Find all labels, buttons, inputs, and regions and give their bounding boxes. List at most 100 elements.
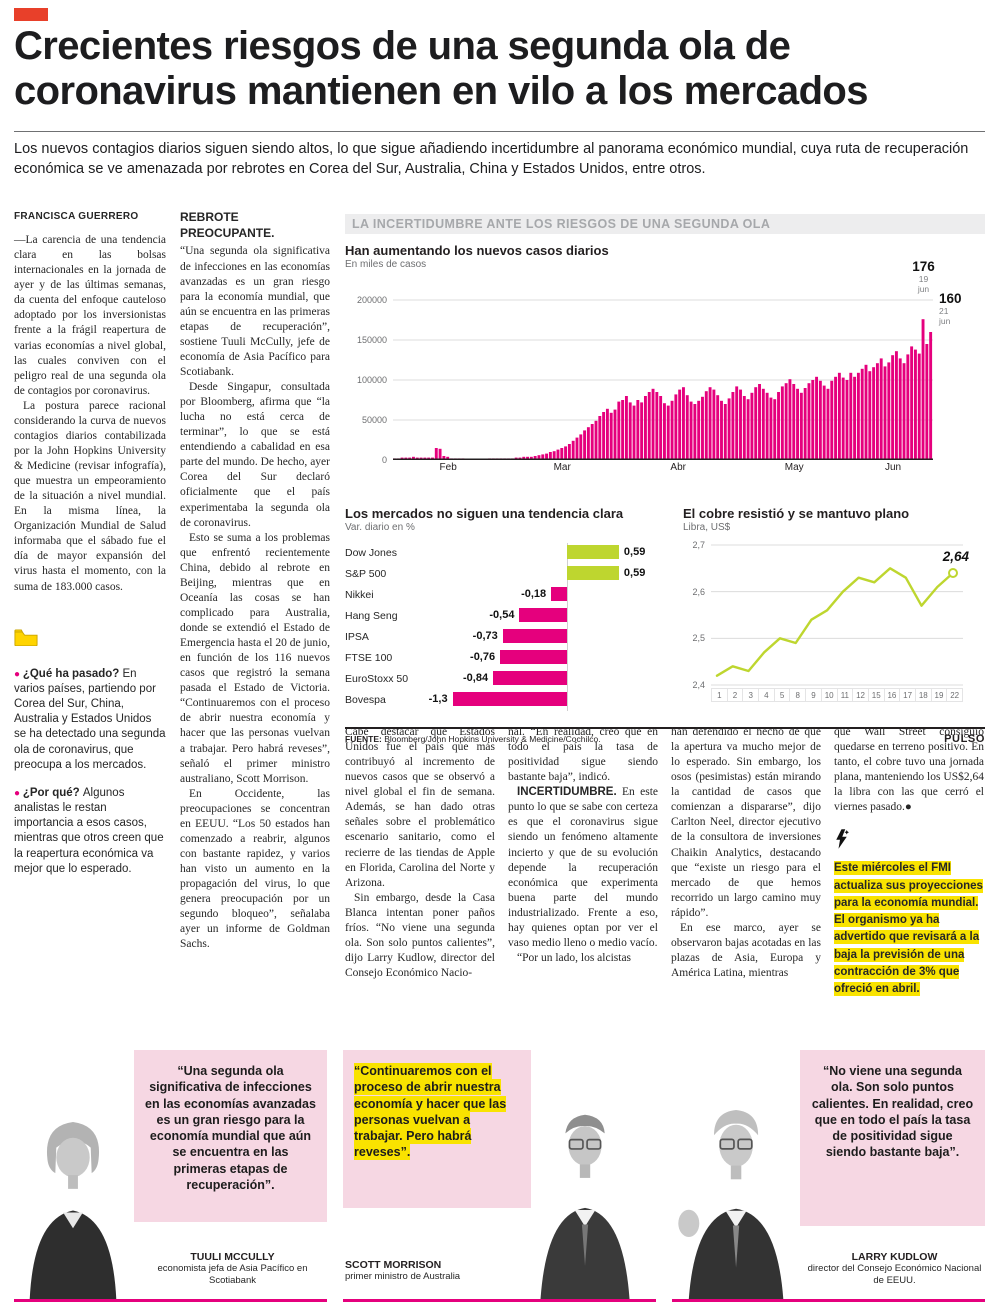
bar: [575, 437, 579, 460]
article-column-4: nal. “En realidad, creo que en todo el p…: [508, 725, 658, 998]
article-column-2: REBROTE PREOCUPANTE. “Una segunda ola si…: [180, 210, 330, 952]
bar: [727, 398, 731, 460]
source-note: FUENTE: Bloomberg/John Hopkins Universit…: [345, 734, 601, 744]
last-point-marker: [948, 568, 958, 578]
market-bar: [493, 671, 567, 685]
bar: [541, 454, 545, 460]
bar: [872, 367, 876, 460]
infographic-title: LA INCERTIDUMBRE ANTE LOS RIESGOS DE UNA…: [345, 214, 985, 234]
bar: [552, 451, 556, 460]
source-label: FUENTE:: [345, 734, 382, 744]
bar: [602, 412, 606, 460]
article-lower-columns: Cabe destacar que Estados Unidos fue el …: [345, 725, 986, 998]
market-bar: [567, 566, 619, 580]
quote-caption: SCOTT MORRISON primer ministro de Austra…: [345, 1259, 508, 1283]
bar: [894, 351, 898, 460]
section-heading: REBROTE PREOCUPANTE.: [180, 210, 275, 240]
market-label: S&P 500: [345, 568, 387, 580]
infographic: LA INCERTIDUMBRE ANTE LOS RIESGOS DE UNA…: [345, 214, 985, 745]
bar: [624, 396, 628, 460]
bar: [921, 319, 925, 460]
folder-icon: [14, 629, 166, 651]
bar: [765, 392, 769, 460]
quote-caption: TUULI MCCULLY economista jefa de Asia Pa…: [142, 1251, 323, 1287]
bar: [784, 383, 788, 460]
bar: [891, 355, 895, 460]
bar: [533, 456, 537, 460]
person-name: LARRY KUDLOW: [851, 1251, 938, 1264]
day-axis: 1 2 3 4 5 8 9 10 11 12 15 16 17 18 19 22: [711, 688, 963, 702]
bar: [761, 388, 765, 460]
quote-text: “No viene una segunda ola. Son solo punt…: [800, 1050, 985, 1226]
bar: [579, 434, 583, 460]
person-role: director del Consejo Económico Nacional …: [807, 1263, 982, 1287]
bar: [906, 354, 910, 460]
copper-line: [711, 544, 963, 686]
paragraph: han defendido el hecho de que la apertur…: [671, 726, 821, 919]
paragraph: que Wall Street consiguió quedarse en te…: [834, 726, 984, 814]
quote-panel-larry-kudlow: “No viene una segunda ola. Son solo punt…: [672, 1048, 985, 1302]
bar: [815, 376, 819, 460]
market-bar: [502, 629, 567, 643]
day-label: 1: [711, 688, 728, 702]
bar: [856, 372, 860, 460]
y-tick-label: 50000: [361, 415, 387, 425]
quote-text: “Una segunda ola significativa de infecc…: [134, 1050, 327, 1222]
market-value: -0,18: [521, 588, 547, 600]
paragraph: nal. “En realidad, creo que en todo el p…: [508, 726, 658, 784]
quote-caption: LARRY KUDLOW director del Consejo Económ…: [806, 1251, 983, 1287]
bar: [632, 405, 636, 460]
bar: [548, 452, 552, 460]
bar: [545, 453, 549, 460]
quote-text: “Continuaremos con el proceso de abrir n…: [343, 1050, 531, 1208]
market-row: FTSE 100 -0,76: [345, 648, 647, 669]
month-label: Jun: [885, 462, 902, 473]
bar: [609, 412, 613, 460]
market-row: EuroStoxx 50 -0,84: [345, 669, 647, 690]
tuuli-mccully-photo: [29, 1122, 117, 1299]
bar: [685, 395, 689, 460]
chart-annotation: 176 19 jun: [912, 259, 935, 295]
bar: [799, 392, 803, 460]
y-tick-label: 2,5: [692, 633, 705, 644]
bar: [792, 384, 796, 460]
bar: [860, 368, 864, 460]
bar: [442, 456, 446, 460]
person-name: SCOTT MORRISON: [345, 1259, 442, 1272]
market-value: -1,3: [428, 693, 448, 705]
paragraph: “Por un lado, los alcistas: [517, 951, 632, 964]
bar: [655, 392, 659, 460]
market-value: -0,76: [470, 651, 496, 663]
bar: [560, 448, 564, 460]
bar: [640, 402, 644, 460]
bar: [788, 379, 792, 460]
market-bar: [500, 650, 567, 664]
bar: [917, 353, 921, 460]
market-bar: [452, 692, 567, 706]
market-bar: [551, 587, 567, 601]
bar: [674, 394, 678, 460]
paragraph: Cabe destacar que Estados Unidos fue el …: [345, 726, 495, 889]
bar: [853, 376, 857, 460]
bar: [682, 387, 685, 460]
bar: [564, 446, 568, 460]
article-column-3: Cabe destacar que Estados Unidos fue el …: [345, 725, 495, 998]
person-role: primer ministro de Australia: [345, 1271, 461, 1283]
bar: [537, 455, 541, 460]
y-tick-label: 100000: [356, 375, 387, 385]
bar: [929, 332, 933, 460]
column-2-text: “Una segunda ola significativa de infecc…: [180, 244, 330, 952]
bar: [864, 364, 868, 460]
month-axis: Feb Mar Abr May Jun: [393, 460, 933, 477]
bar: [758, 384, 761, 460]
daily-cases-bars: [393, 299, 933, 460]
bar: [913, 349, 917, 460]
bar: [647, 392, 651, 460]
bar: [925, 344, 929, 460]
bar: [879, 358, 883, 460]
chart-annotation: 160 21 jun: [939, 291, 962, 327]
tuuli-mccully-photo: [14, 1072, 132, 1299]
bar: [898, 358, 902, 460]
bar: [811, 380, 815, 460]
